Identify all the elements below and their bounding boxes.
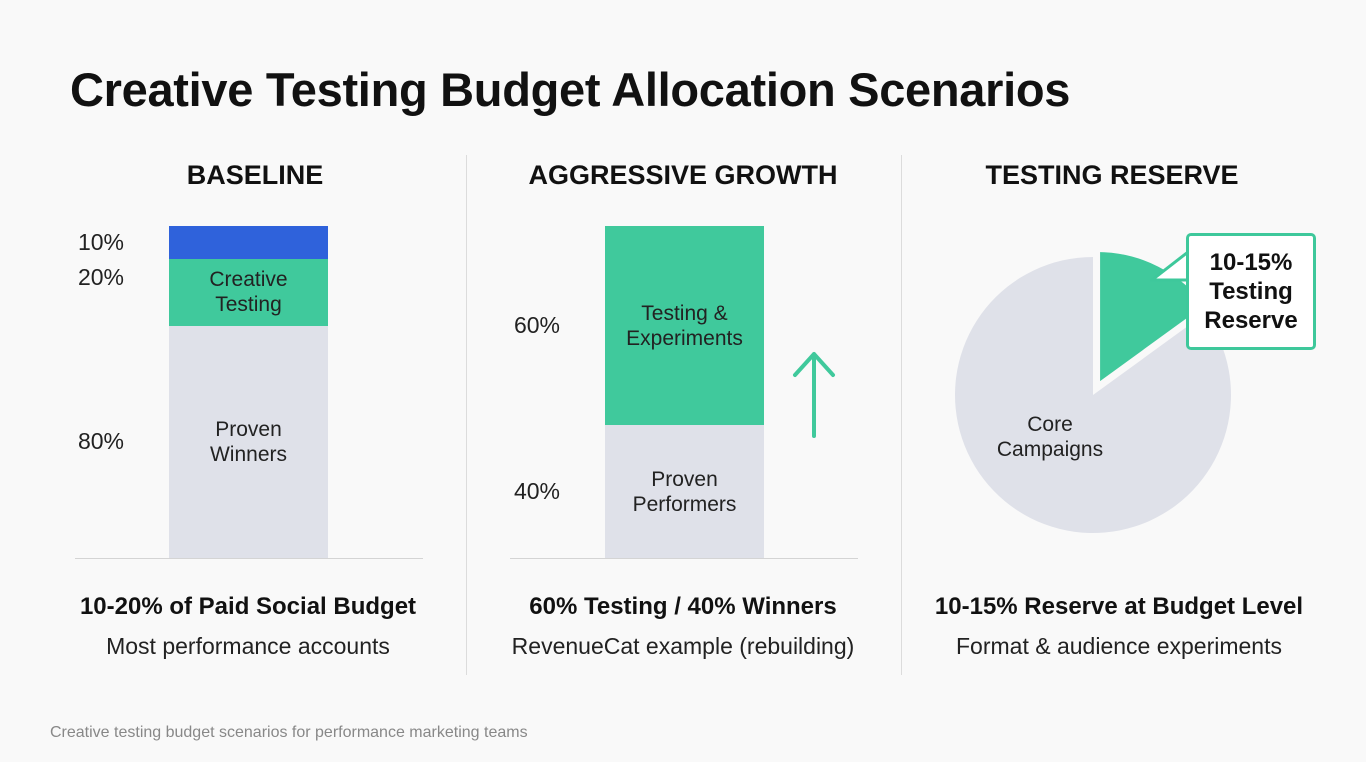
segment-label: Proven Winners — [209, 417, 288, 466]
pie-label-core-campaigns: Core Campaigns — [990, 412, 1110, 462]
bar-segment — [169, 226, 328, 260]
callout-testing-reserve: 10-15% Testing Reserve — [1186, 233, 1316, 350]
divider — [466, 155, 467, 675]
bar-segment: Testing & Experiments — [605, 226, 764, 426]
panel-title-aggressive-growth: AGGRESSIVE GROWTH — [528, 160, 838, 190]
up-arrow-icon — [793, 352, 835, 438]
segment-label: Creative Testing — [209, 268, 288, 317]
segment-percent-label: 60% — [513, 311, 560, 338]
callout-line: 10-15% — [1209, 249, 1293, 276]
segment-percent-label: 10% — [77, 228, 124, 255]
bar-segment: Creative Testing — [169, 259, 328, 326]
page-title: Creative Testing Budget Allocation Scena… — [70, 63, 1071, 116]
caption-baseline: 10-20% of Paid Social Budget — [79, 593, 417, 620]
callout-line: Testing — [1209, 278, 1293, 305]
pie-label-line: Core — [1027, 413, 1073, 436]
segment-percent-label: 80% — [77, 427, 124, 454]
panel-title-testing-reserve: TESTING RESERVE — [985, 160, 1239, 190]
pie-slice — [955, 257, 1231, 533]
callout-line: Reserve — [1204, 307, 1298, 334]
stacked-bar-aggressive-growth: Testing & Experiments Proven Performers — [605, 226, 764, 558]
segment-label: Testing & Experiments — [626, 301, 743, 350]
subcaption-testing-reserve: Format & audience experiments — [956, 633, 1282, 659]
x-axis-line — [75, 558, 423, 559]
bar-segment: Proven Performers — [605, 425, 764, 558]
caption-testing-reserve: 10-15% Reserve at Budget Level — [934, 593, 1304, 620]
stacked-bar-baseline: Creative Testing Proven Winners — [169, 226, 328, 558]
segment-label: Proven Performers — [632, 467, 737, 516]
segment-percent-label: 40% — [513, 477, 560, 504]
pie-label-line: Campaigns — [996, 438, 1104, 461]
segment-percent-label: 20% — [77, 264, 124, 291]
subcaption-baseline: Most performance accounts — [106, 633, 390, 659]
divider — [901, 155, 902, 675]
subcaption-aggressive-growth: RevenueCat example (rebuilding) — [511, 633, 855, 659]
panel-title-baseline: BASELINE — [186, 160, 324, 190]
bar-segment: Proven Winners — [169, 325, 328, 558]
x-axis-line — [510, 558, 858, 559]
caption-aggressive-growth: 60% Testing / 40% Winners — [529, 593, 837, 620]
pie-chart — [955, 245, 1231, 533]
footer-note: Creative testing budget scenarios for pe… — [50, 724, 528, 741]
